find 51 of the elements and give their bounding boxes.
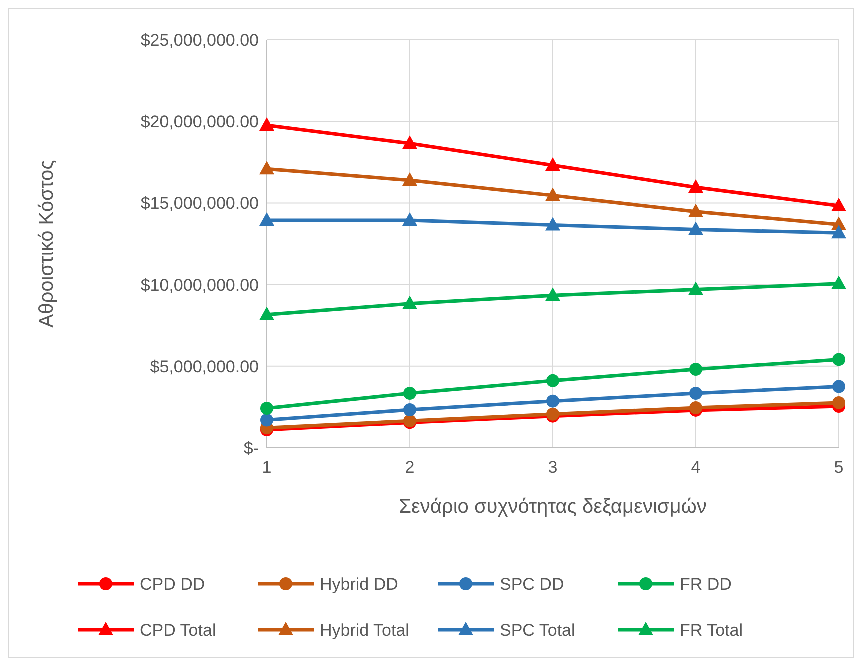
- legend-label: CPD Total: [140, 620, 216, 640]
- point: [690, 363, 702, 376]
- point: [260, 161, 274, 175]
- point: [402, 136, 418, 150]
- point: [546, 288, 560, 302]
- point: [402, 172, 418, 186]
- point: [690, 386, 702, 400]
- legend-label: FR Total: [680, 620, 743, 640]
- y-tick-label: $-: [244, 438, 259, 458]
- y-tick-label: $10,000,000.00: [140, 276, 259, 295]
- point: [404, 386, 416, 400]
- point: [404, 403, 416, 416]
- x-tick-label: 4: [691, 458, 701, 477]
- x-tick-label: 1: [262, 458, 272, 477]
- point: [832, 276, 846, 290]
- legend-label: SPC DD: [500, 574, 564, 594]
- point: [260, 402, 274, 416]
- legend-label: Hybrid DD: [320, 574, 398, 594]
- x-tick-label: 3: [548, 458, 558, 477]
- x-tick-label: 5: [834, 458, 844, 477]
- legend-label: SPC Total: [500, 620, 576, 640]
- y-tick-label: $20,000,000.00: [140, 112, 259, 132]
- point: [260, 306, 274, 320]
- point: [688, 282, 704, 296]
- point: [546, 158, 560, 171]
- point: [832, 353, 846, 366]
- legend-label: FR DD: [680, 574, 732, 594]
- point: [546, 188, 560, 202]
- point: [402, 212, 418, 226]
- point: [688, 180, 704, 194]
- point: [546, 217, 560, 231]
- legend-label: CPD DD: [140, 574, 206, 594]
- point: [260, 414, 274, 427]
- x-axis-title: Σενάριο συχνότητας δεξαμενισμών: [399, 496, 707, 518]
- point: [832, 380, 846, 394]
- x-tick-label: 2: [405, 458, 415, 477]
- point: [688, 204, 704, 218]
- point: [832, 225, 846, 239]
- point: [688, 222, 704, 236]
- legend-label: Hybrid Total: [320, 620, 410, 640]
- point: [546, 374, 560, 388]
- y-axis-title: Αθροιστικό Κόστος: [36, 160, 58, 328]
- y-tick-label: $5,000,000.00: [150, 357, 259, 376]
- point: [260, 212, 274, 226]
- y-tick-label: $15,000,000.00: [140, 194, 259, 214]
- point: [402, 296, 418, 310]
- point: [832, 396, 846, 410]
- y-tick-label: $25,000,000.00: [140, 30, 259, 50]
- point: [546, 394, 560, 408]
- point: [832, 198, 846, 212]
- point: [260, 118, 274, 132]
